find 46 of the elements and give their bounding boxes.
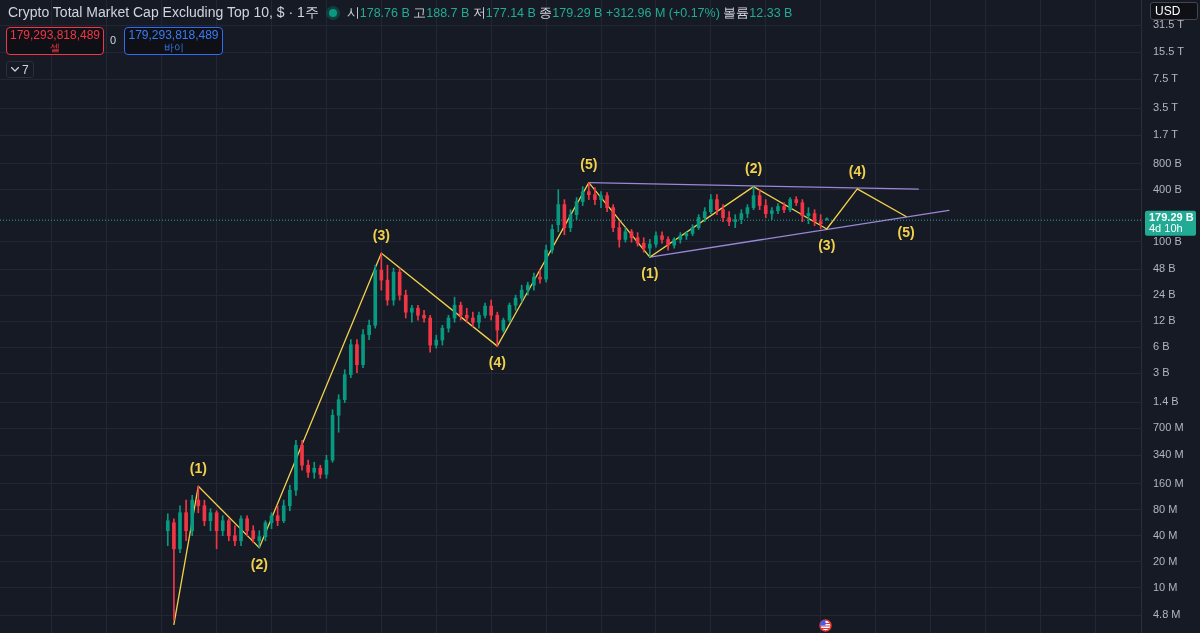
annotation: (2) xyxy=(744,160,763,177)
buy-button: 179,293,818,489 바이 xyxy=(124,27,223,55)
y-tick-label: 48 B xyxy=(1153,262,1176,275)
y-tick-label: 400 B xyxy=(1153,182,1182,195)
ref-line-label: 179.29 B xyxy=(1149,210,1194,223)
y-tick-label: 4.8 M xyxy=(1153,608,1181,621)
annotation: (5) xyxy=(580,156,598,173)
annotation: (1) xyxy=(189,460,207,477)
chart-title: Crypto Total Market Cap Excluding Top 10, $ · 1주 xyxy=(8,4,319,22)
y-tick-label: 15.5 T xyxy=(1153,45,1185,58)
y-tick-label: 12 B xyxy=(1153,314,1176,327)
y-tick-label: 160 M xyxy=(1153,476,1184,489)
sell-button: 179,293,818,489 셀 xyxy=(6,27,104,55)
annotation: (3) xyxy=(372,227,390,244)
annotation: (1) xyxy=(641,264,659,281)
annotation: (5) xyxy=(897,224,915,241)
annotation: (2) xyxy=(250,555,268,572)
annotation: 7 xyxy=(22,62,29,77)
annotation: 셀 xyxy=(50,42,60,54)
annotation: (4) xyxy=(848,162,866,179)
annotation: 179,293,818,489 xyxy=(128,27,219,43)
y-tick-label: 3.5 T xyxy=(1153,101,1179,114)
y-tick-label: 3 B xyxy=(1153,366,1170,379)
y-tick-label: 6 B xyxy=(1153,340,1170,353)
annotation: 0 xyxy=(110,34,117,46)
y-tick-label: 1.7 T xyxy=(1153,128,1179,141)
y-tick-label: 40 M xyxy=(1153,528,1178,541)
y-tick-label: 1.4 B xyxy=(1153,395,1179,408)
text: 시178.76 B 고188.7 B 저177.14 B 종179.29 B +312.96 M (+0.17%) 볼륨12.33 B xyxy=(346,5,793,20)
y-tick-label: 31.5 T xyxy=(1153,18,1185,31)
y-tick-label: 20 M xyxy=(1153,554,1178,567)
y-tick-label: 7.5 T xyxy=(1153,72,1179,85)
y-tick-label: 24 B xyxy=(1153,288,1176,301)
annotation: (3) xyxy=(818,236,836,253)
annotation: 179,293,818,489 xyxy=(9,27,101,43)
text: 4d 10h xyxy=(1149,221,1183,234)
y-tick-label: 340 M xyxy=(1153,448,1184,461)
annotation: (4) xyxy=(488,353,506,370)
y-tick-label: 80 M xyxy=(1153,502,1178,515)
currency-button: USD xyxy=(1150,2,1198,20)
y-tick-label: 700 M xyxy=(1153,421,1184,434)
y-tick-label: 100 B xyxy=(1153,234,1182,247)
y-tick-label: 800 B xyxy=(1153,156,1182,169)
indicators-toggle: 7 xyxy=(6,61,34,78)
annotation: 바이 xyxy=(163,42,184,54)
y-tick-label: 10 M xyxy=(1153,580,1178,593)
